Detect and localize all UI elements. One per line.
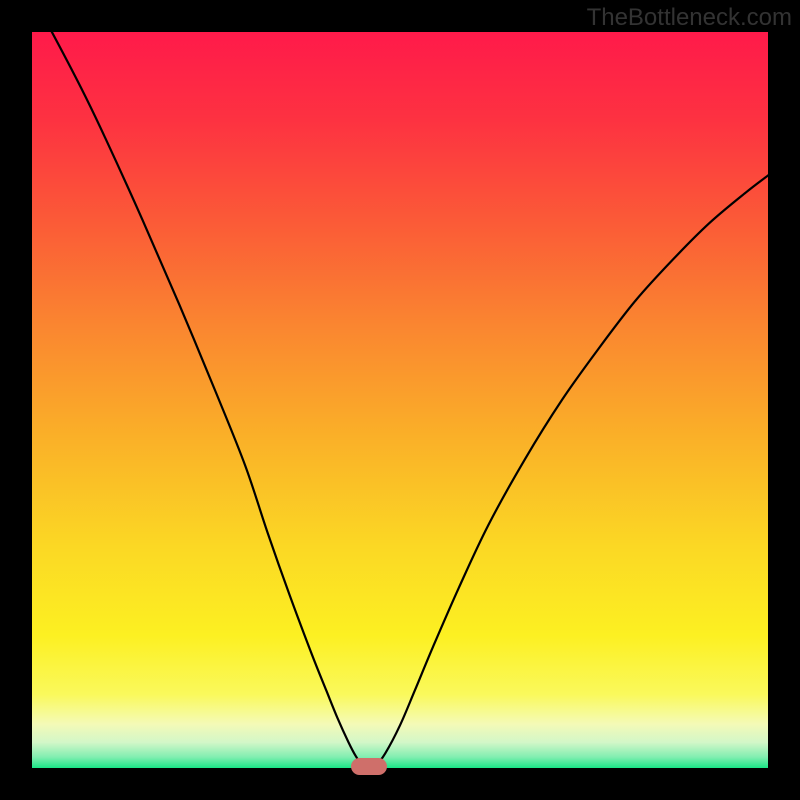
plot-area (32, 32, 768, 768)
bottleneck-curve (32, 32, 768, 768)
bottleneck-curve-path (32, 32, 768, 768)
watermark-text: TheBottleneck.com (587, 4, 792, 32)
optimal-point-marker (351, 758, 388, 774)
